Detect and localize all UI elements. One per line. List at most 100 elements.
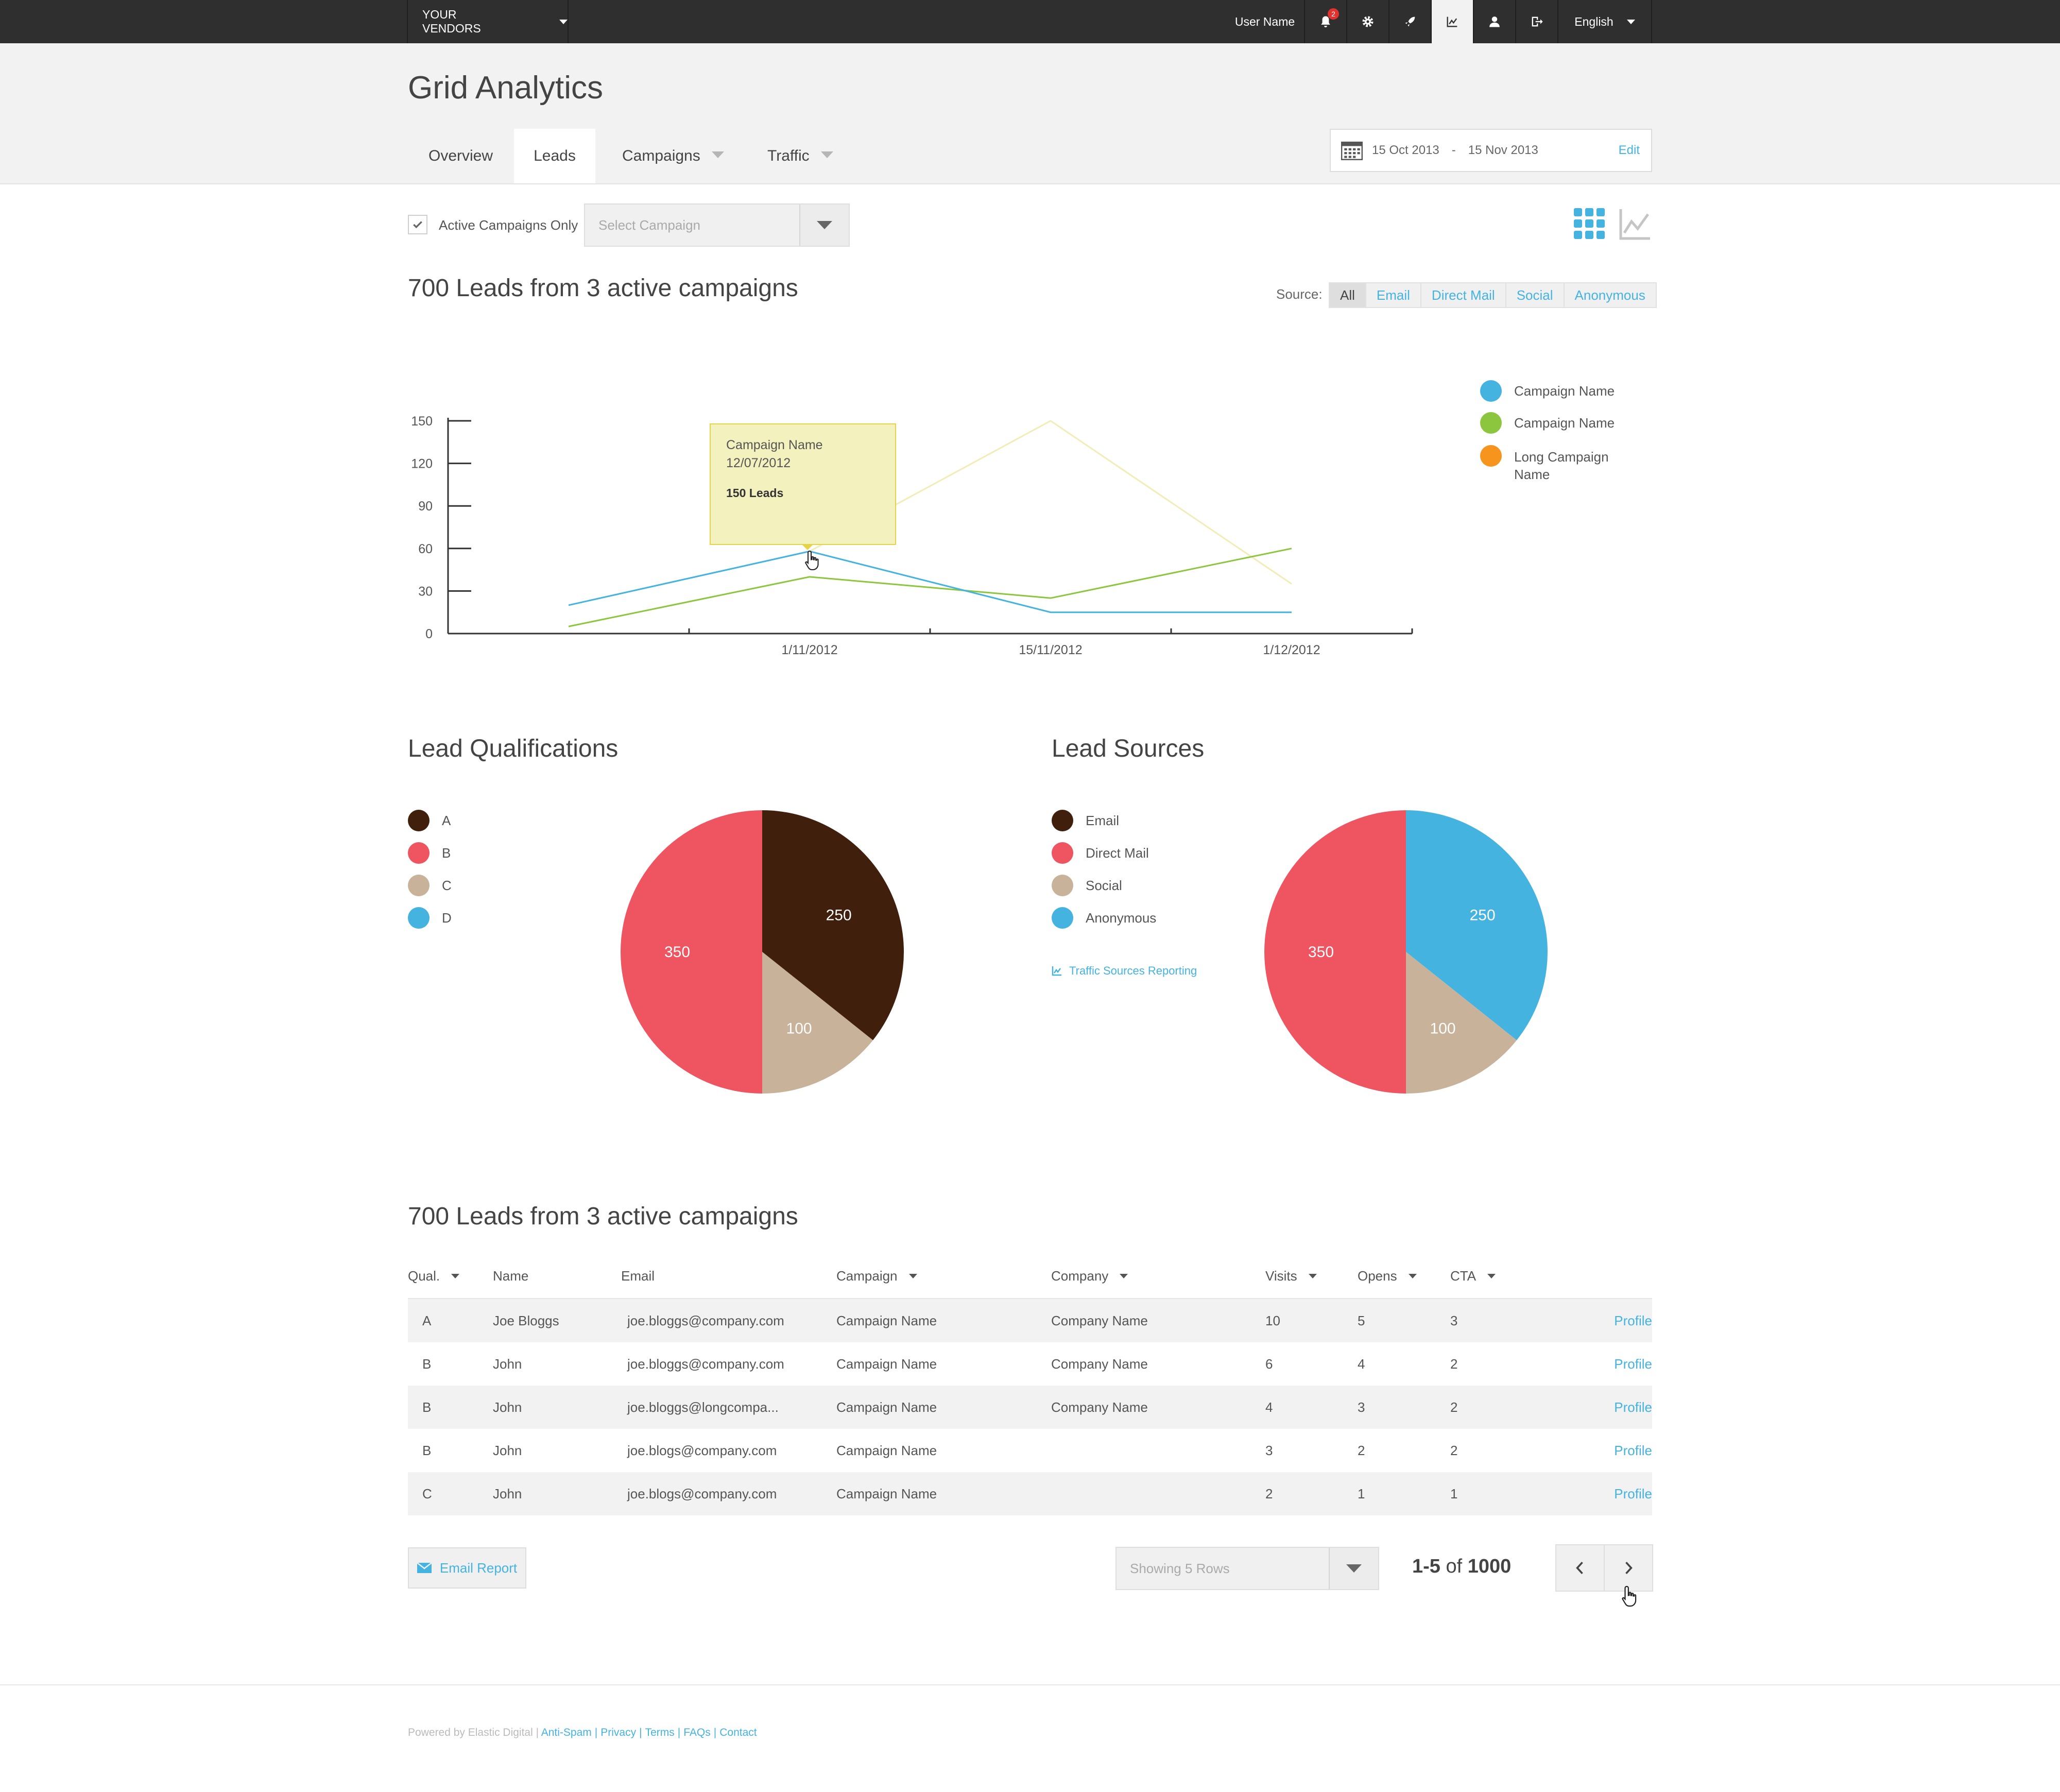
email-report-button[interactable]: Email Report xyxy=(408,1547,526,1589)
source-email-button[interactable]: Email xyxy=(1365,282,1421,308)
line-legend-item[interactable]: Campaign Name xyxy=(1480,380,1615,402)
footer-separator: | xyxy=(639,1727,642,1738)
campaign-select-placeholder: Select Campaign xyxy=(598,217,700,233)
footer: Powered by Elastic Digital | Anti-Spam | P… xyxy=(408,1727,757,1739)
tab-campaigns[interactable]: Campaigns xyxy=(602,129,745,183)
date-to: 15 Nov 2013 xyxy=(1468,143,1538,157)
table-header-divider xyxy=(408,1298,1652,1299)
line-legend-item[interactable]: Campaign Name xyxy=(1480,412,1615,434)
column-label: Visits xyxy=(1265,1268,1297,1284)
date-range-picker[interactable]: 15 Oct 2013 - 15 Nov 2013 Edit xyxy=(1330,129,1652,172)
cell-email: joe.blogs@company.com xyxy=(627,1486,777,1501)
profile-link[interactable]: Profile xyxy=(1614,1312,1652,1328)
legend-item: A xyxy=(408,810,451,831)
logout-button[interactable] xyxy=(1516,0,1557,43)
user-icon xyxy=(1489,16,1500,27)
legend-label: C xyxy=(442,878,452,893)
line-chart-icon xyxy=(1447,16,1457,27)
source-anonymous-button[interactable]: Anonymous xyxy=(1563,282,1657,308)
hand-cursor-icon xyxy=(1622,1585,1637,1607)
line-legend-item[interactable]: Long Campaign Name xyxy=(1480,445,1627,483)
chevron-down-icon xyxy=(711,151,724,158)
chevron-down-icon xyxy=(820,151,833,158)
cell-visits: 4 xyxy=(1265,1399,1273,1415)
column-header-opens[interactable]: Opens xyxy=(1358,1268,1417,1284)
grid-view-button[interactable] xyxy=(1574,208,1605,239)
tab-traffic[interactable]: Traffic xyxy=(747,129,854,183)
cell-opens: 3 xyxy=(1358,1399,1365,1415)
legend-swatch xyxy=(1052,907,1073,929)
slice-value-label: 250 xyxy=(1470,907,1496,924)
lead-qualifications-pie: 250 100 350 xyxy=(621,810,904,1094)
gear-icon xyxy=(1362,16,1374,27)
traffic-sources-link[interactable]: Traffic Sources Reporting xyxy=(1052,964,1197,978)
cell-cta: 1 xyxy=(1450,1486,1458,1501)
legend-label: Long Campaign Name xyxy=(1514,449,1609,482)
cell-campaign: Campaign Name xyxy=(836,1356,937,1372)
slice-value-label: 250 xyxy=(826,907,852,924)
line-chart-icon xyxy=(1619,209,1650,240)
notifications-button[interactable]: 2 xyxy=(1305,0,1346,43)
legend-swatch xyxy=(1480,412,1502,434)
campaign-select[interactable]: Select Campaign xyxy=(584,203,850,247)
prev-page-button[interactable] xyxy=(1555,1544,1605,1592)
table-row: B John joe.blogs@company.com Campaign Name 3… xyxy=(408,1429,1652,1472)
legend-item: Anonymous xyxy=(1052,907,1156,929)
column-header-cta[interactable]: CTA xyxy=(1450,1268,1496,1284)
checkmark-icon xyxy=(413,221,422,229)
footer-link-terms[interactable]: Terms xyxy=(645,1727,675,1738)
footer-link-faqs[interactable]: FAQs xyxy=(683,1727,711,1738)
footer-link-anti-spam[interactable]: Anti-Spam xyxy=(541,1727,592,1738)
launch-button[interactable] xyxy=(1389,0,1431,43)
analytics-button[interactable] xyxy=(1432,0,1473,43)
profile-link[interactable]: Profile xyxy=(1614,1486,1652,1501)
profile-button[interactable] xyxy=(1474,0,1515,43)
language-dropdown[interactable]: English xyxy=(1558,0,1651,43)
profile-link[interactable]: Profile xyxy=(1614,1356,1652,1372)
user-name-link[interactable]: User Name xyxy=(1226,0,1304,43)
profile-link[interactable]: Profile xyxy=(1614,1399,1652,1415)
active-campaigns-checkbox[interactable] xyxy=(408,215,427,234)
column-header-name: Name xyxy=(493,1268,528,1284)
date-edit-link[interactable]: Edit xyxy=(1618,143,1640,157)
legend-item: Direct Mail xyxy=(1052,842,1149,864)
sort-icon xyxy=(1120,1274,1128,1278)
x-tick-label: 1/12/2012 xyxy=(1263,643,1320,657)
cell-visits: 2 xyxy=(1265,1486,1273,1501)
legend-swatch xyxy=(408,907,430,929)
page-header xyxy=(0,43,2060,184)
source-direct-mail-button[interactable]: Direct Mail xyxy=(1420,282,1506,308)
column-header-campaign[interactable]: Campaign xyxy=(836,1268,917,1284)
chart-view-button[interactable] xyxy=(1619,208,1651,240)
legend-label: Campaign Name xyxy=(1514,415,1615,431)
tab-overview[interactable]: Overview xyxy=(408,129,513,183)
vendors-dropdown[interactable]: YOUR VENDORS xyxy=(408,0,568,43)
rows-select-toggle[interactable] xyxy=(1329,1548,1378,1589)
footer-separator: | xyxy=(677,1727,681,1738)
footer-link-contact[interactable]: Contact xyxy=(719,1727,757,1738)
source-social-button[interactable]: Social xyxy=(1505,282,1565,308)
next-page-button[interactable] xyxy=(1604,1544,1653,1592)
column-header-visits[interactable]: Visits xyxy=(1265,1268,1317,1284)
column-header-qual[interactable]: Qual. xyxy=(408,1268,460,1284)
cell-campaign: Campaign Name xyxy=(836,1312,937,1328)
date-from: 15 Oct 2013 xyxy=(1372,143,1439,157)
source-all-button[interactable]: All xyxy=(1329,282,1366,308)
tab-label: Traffic xyxy=(767,147,810,164)
settings-button[interactable] xyxy=(1347,0,1388,43)
tooltip-pointer xyxy=(801,544,814,550)
rows-per-page-select[interactable]: Showing 5 Rows xyxy=(1115,1547,1379,1590)
traffic-sources-link-label: Traffic Sources Reporting xyxy=(1069,964,1197,977)
profile-link[interactable]: Profile xyxy=(1614,1442,1652,1458)
hand-cursor-icon xyxy=(805,550,819,571)
footer-link-privacy[interactable]: Privacy xyxy=(600,1727,637,1738)
cell-email: joe.blogs@company.com xyxy=(627,1442,777,1458)
column-header-company[interactable]: Company xyxy=(1051,1268,1128,1284)
pie-slice xyxy=(621,810,762,1094)
tab-leads[interactable]: Leads xyxy=(514,129,595,183)
tab-label: Leads xyxy=(534,147,576,164)
cell-name: Joe Bloggs xyxy=(493,1312,559,1328)
cell-qual: B xyxy=(422,1399,432,1415)
cell-visits: 10 xyxy=(1265,1312,1280,1328)
campaign-select-toggle[interactable] xyxy=(799,204,849,246)
